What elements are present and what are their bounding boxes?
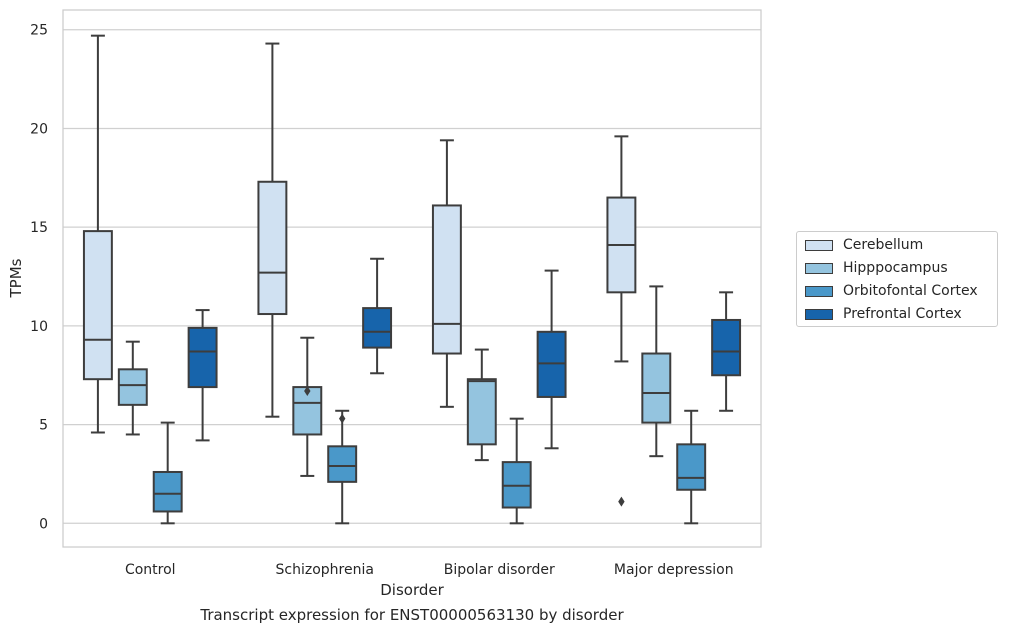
legend-swatch-orbitofrontal-cortex xyxy=(805,285,833,297)
boxes xyxy=(82,34,742,525)
legend-label-prefrontal-cortex: Prefrontal Cortex xyxy=(843,306,962,322)
x-tick-label: Major depression xyxy=(614,562,734,578)
legend-swatch-cerebellum xyxy=(805,239,833,251)
x-tick-label: Control xyxy=(125,562,176,578)
box-2-0 xyxy=(431,139,462,408)
y-tick-label: 5 xyxy=(39,418,48,434)
y-axis-label: TPMs xyxy=(7,258,25,298)
box-body xyxy=(466,378,497,446)
legend-swatch-prefrontal-cortex xyxy=(805,308,833,320)
box-body xyxy=(362,307,393,349)
box-body xyxy=(257,180,288,316)
y-tick-labels: 0 5 10 15 20 25 xyxy=(30,23,48,533)
box-1-0 xyxy=(257,42,288,418)
box-3-0 xyxy=(606,135,637,507)
box-1-1 xyxy=(292,336,323,477)
box-body xyxy=(431,204,462,355)
box-3-3 xyxy=(711,291,742,412)
box-0-3 xyxy=(187,309,218,442)
y-tick-label: 10 xyxy=(30,319,48,335)
y-tick-label: 20 xyxy=(30,121,48,137)
y-tick-label: 15 xyxy=(30,220,48,236)
legend-label-cerebellum: Cerebellum xyxy=(843,237,924,253)
legend: Cerebellum Hipppocampus Orbitofontal Cor… xyxy=(796,231,998,327)
x-tick-label: Bipolar disorder xyxy=(444,562,555,578)
box-2-3 xyxy=(536,269,567,450)
box-body xyxy=(641,352,672,424)
legend-item-hippocampus: Hipppocampus xyxy=(805,258,948,278)
box-2-2 xyxy=(501,417,532,525)
box-body xyxy=(711,318,742,377)
legend-label-hippocampus: Hipppocampus xyxy=(843,260,948,276)
plot-area-frame xyxy=(62,9,762,548)
y-tick-label: 25 xyxy=(30,23,48,39)
legend-swatch-hippocampus xyxy=(805,262,833,274)
box-3-2 xyxy=(676,409,707,525)
box-body xyxy=(676,443,707,491)
box-0-2 xyxy=(152,421,183,525)
legend-label-orbitofrontal-cortex: Orbitofontal Cortex xyxy=(843,283,978,299)
box-body xyxy=(327,445,358,483)
box-0-1 xyxy=(117,340,148,436)
chart-caption: Transcript expression for ENST0000056313… xyxy=(200,606,624,624)
legend-item-cerebellum: Cerebellum xyxy=(805,235,923,255)
box-body xyxy=(187,326,218,389)
gridlines xyxy=(63,29,761,524)
y-tick-label: 0 xyxy=(39,516,48,532)
box-body xyxy=(117,368,148,406)
box-body xyxy=(152,470,183,513)
x-tick-labels: Control Schizophrenia Bipolar disorder Majo… xyxy=(125,562,734,578)
x-tick-label: Schizophrenia xyxy=(276,562,374,578)
legend-item-orbitofrontal-cortex: Orbitofontal Cortex xyxy=(805,281,978,301)
box-2-1 xyxy=(466,348,497,462)
box-1-3 xyxy=(362,257,393,375)
box-0-0 xyxy=(82,34,113,434)
outlier-point xyxy=(618,496,625,507)
legend-item-prefrontal-cortex: Prefrontal Cortex xyxy=(805,304,962,324)
box-3-1 xyxy=(641,285,672,458)
outlier-point xyxy=(304,386,311,397)
box-body xyxy=(82,230,113,381)
box-1-2 xyxy=(327,409,358,525)
x-axis-label: Disorder xyxy=(380,581,444,599)
outlier-point xyxy=(339,413,346,424)
